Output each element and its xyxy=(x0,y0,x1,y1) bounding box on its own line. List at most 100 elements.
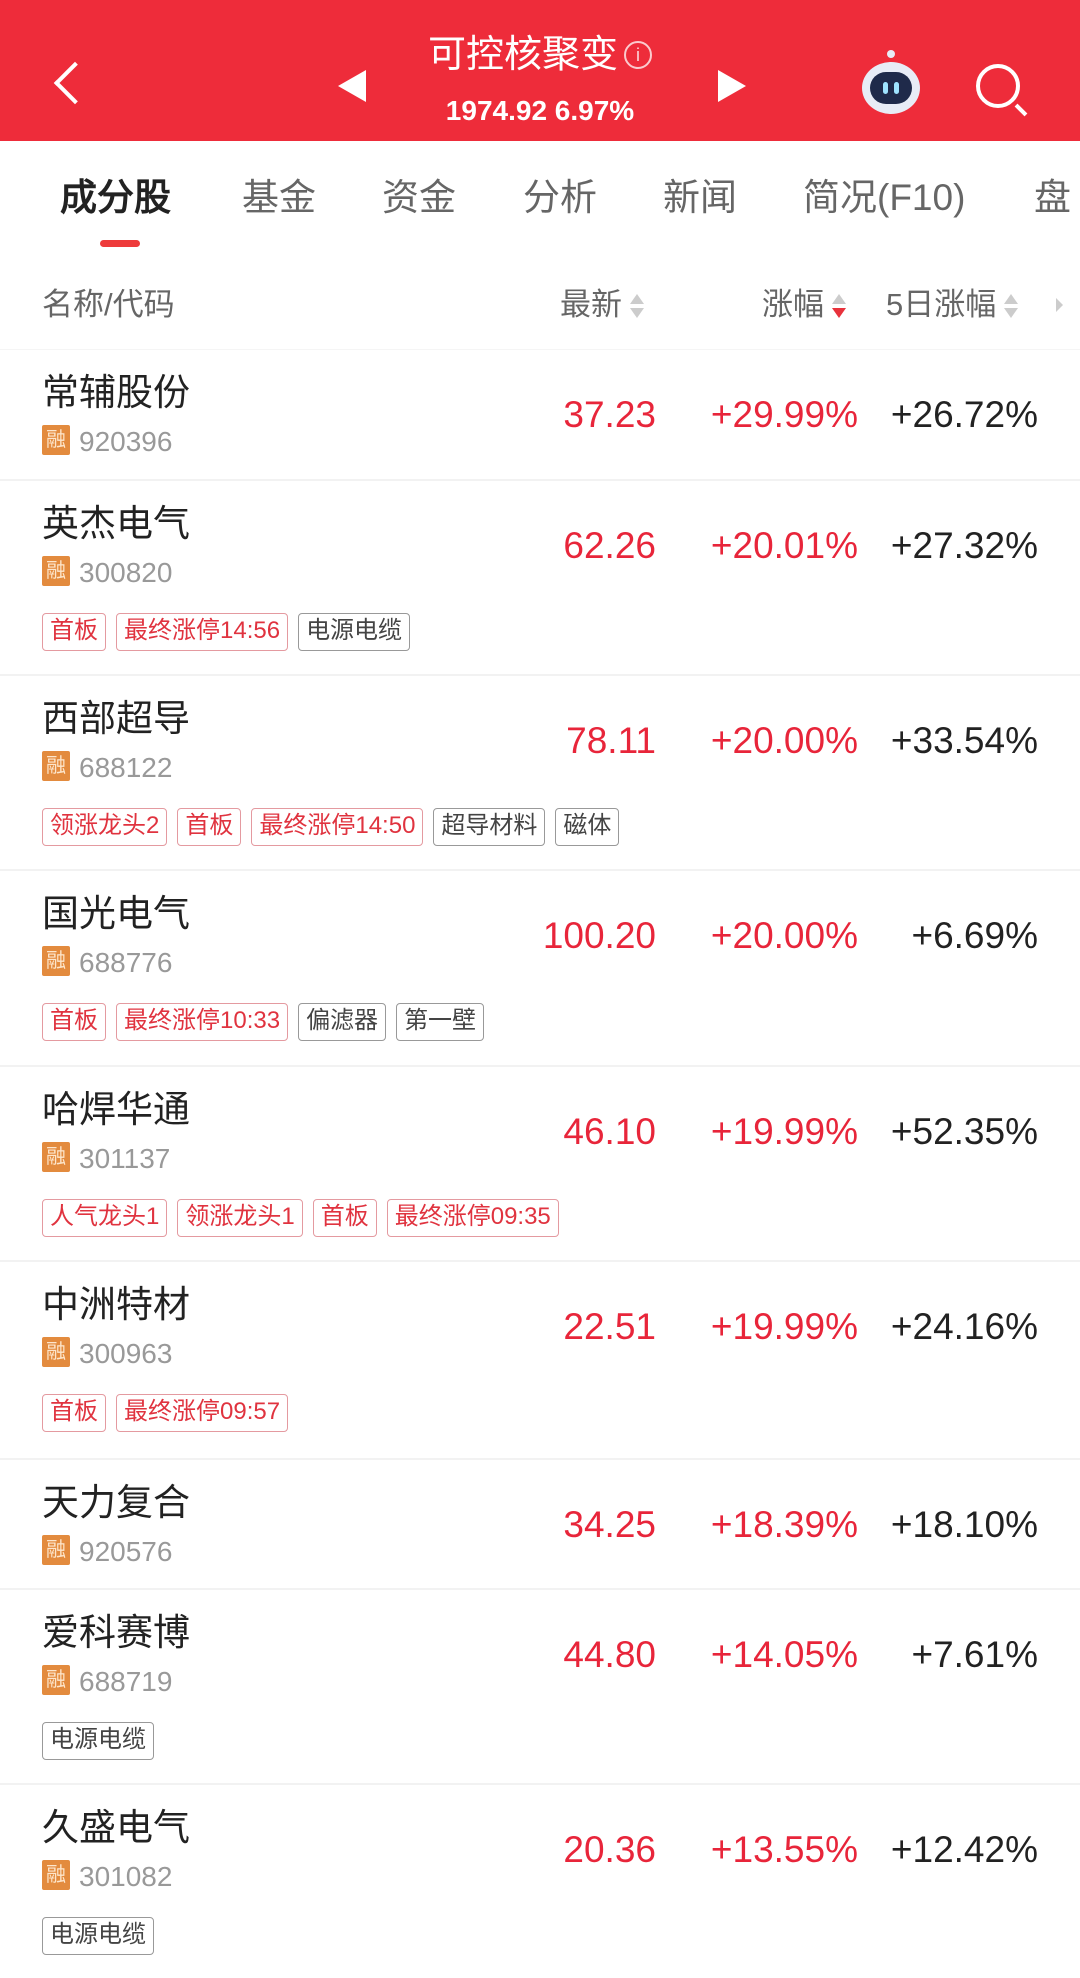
change-pct: +19.99% xyxy=(710,1111,858,1152)
stock-code-line: 融 688122 xyxy=(42,751,172,785)
table-row[interactable]: 国光电气 融 688776 100.20 +20.00% +6.69% 首板 最终涨停… xyxy=(0,869,1080,1065)
col-change5d-sort[interactable]: 5日涨幅 xyxy=(886,280,1019,330)
tab-capital[interactable]: 资金 xyxy=(382,177,456,218)
stock-tag[interactable]: 领涨龙头1 xyxy=(177,1199,303,1237)
margin-badge: 融 xyxy=(42,1860,70,1890)
col-change-sort[interactable]: 涨幅 xyxy=(762,280,846,330)
latest-price: 100.20 xyxy=(542,915,656,956)
table-row[interactable]: 爱科赛博 融 688719 44.80 +14.05% +7.61% 电源电缆 xyxy=(0,1588,1080,1783)
stock-code: 300820 xyxy=(79,557,173,588)
table-row[interactable]: 英杰电气 融 300820 62.26 +20.01% +27.32% 首板 最终涨停… xyxy=(0,479,1080,674)
stock-tag[interactable]: 最终涨停14:50 xyxy=(251,808,424,846)
tab-analysis[interactable]: 分析 xyxy=(523,177,597,218)
stock-code-line: 融 920576 xyxy=(42,1535,172,1569)
change-pct: +29.99% xyxy=(710,394,858,435)
stock-tag[interactable]: 磁体 xyxy=(555,808,620,846)
tag-list: 首板 最终涨停14:56 电源电缆 xyxy=(42,613,411,651)
column-header: 名称/代码 最新 涨幅 5日涨幅 xyxy=(0,280,1080,330)
table-row[interactable]: 中洲特材 融 300963 22.51 +19.99% +24.16% 首板 最终涨停… xyxy=(0,1260,1080,1458)
sort-desc-icon xyxy=(832,292,846,322)
col-change5d: 5日涨幅 xyxy=(886,287,997,322)
table-row[interactable]: 常辅股份 融 920396 37.23 +29.99% +26.72% xyxy=(0,349,1080,479)
latest-price: 37.23 xyxy=(563,394,656,435)
col-price-sort[interactable]: 最新 xyxy=(560,280,644,330)
stock-name: 哈焊华通 xyxy=(42,1089,190,1130)
stock-tag[interactable]: 首板 xyxy=(42,1394,106,1432)
change-5d-pct: +6.69% xyxy=(911,915,1038,956)
stock-tag[interactable]: 首板 xyxy=(42,1003,106,1041)
stock-tag[interactable]: 第一壁 xyxy=(396,1003,485,1041)
stock-tag[interactable]: 首板 xyxy=(177,808,242,846)
margin-badge: 融 xyxy=(42,1142,70,1172)
tag-list: 电源电缆 xyxy=(42,1917,154,1955)
stock-tag[interactable]: 最终涨停14:56 xyxy=(116,613,289,651)
table-row[interactable]: 久盛电气 融 301082 20.36 +13.55% +12.42% 电源电缆 xyxy=(0,1783,1080,1978)
index-value: 1974.92 xyxy=(445,95,548,126)
stock-tag[interactable]: 最终涨停10:33 xyxy=(116,1003,289,1041)
latest-price: 78.11 xyxy=(566,720,656,761)
table-row[interactable]: 哈焊华通 融 301137 46.10 +19.99% +52.35% 人气龙头1 领… xyxy=(0,1065,1080,1260)
stock-tag[interactable]: 超导材料 xyxy=(433,808,546,846)
info-icon[interactable]: i xyxy=(624,41,652,69)
previous-sector-icon[interactable] xyxy=(338,70,366,102)
sort-icon xyxy=(1004,292,1019,322)
stock-code-line: 融 688719 xyxy=(42,1665,172,1699)
stock-code: 920576 xyxy=(79,1536,173,1567)
search-icon[interactable] xyxy=(976,64,1020,108)
tab-f10[interactable]: 简况(F10) xyxy=(803,177,966,218)
stock-name: 中洲特材 xyxy=(42,1284,190,1325)
stock-tag[interactable]: 首板 xyxy=(42,613,106,651)
robot-assistant-icon[interactable] xyxy=(862,50,920,114)
tag-list: 首板 最终涨停10:33 偏滤器 第一壁 xyxy=(42,1003,485,1041)
margin-badge: 融 xyxy=(42,1535,70,1565)
stock-code: 688122 xyxy=(79,752,173,783)
margin-badge: 融 xyxy=(42,1665,70,1695)
change-pct: +20.00% xyxy=(710,915,858,956)
tab-constituents[interactable]: 成分股 xyxy=(60,177,171,218)
stock-code: 300963 xyxy=(79,1338,173,1369)
stock-tag[interactable]: 偏滤器 xyxy=(298,1003,387,1041)
stock-tag[interactable]: 首板 xyxy=(312,1199,377,1237)
change-5d-pct: +18.10% xyxy=(890,1504,1038,1545)
latest-price: 22.51 xyxy=(563,1306,656,1347)
stock-code-line: 融 300820 xyxy=(42,556,172,590)
stock-code: 688719 xyxy=(79,1666,173,1697)
change-pct: +14.05% xyxy=(710,1634,858,1675)
stock-name: 常辅股份 xyxy=(42,372,190,413)
stock-code: 920396 xyxy=(79,426,173,457)
sort-icon xyxy=(630,292,644,322)
stock-tag[interactable]: 电源电缆 xyxy=(42,1722,154,1760)
stock-code-line: 融 688776 xyxy=(42,946,172,980)
change-pct: +19.99% xyxy=(710,1306,858,1347)
next-sector-icon[interactable] xyxy=(718,70,746,102)
stock-tag[interactable]: 最终涨停09:35 xyxy=(386,1199,559,1237)
stock-tag[interactable]: 最终涨停09:57 xyxy=(116,1394,289,1432)
scroll-right-icon[interactable] xyxy=(1056,298,1063,312)
stock-code-line: 融 301137 xyxy=(42,1142,170,1176)
stock-tag[interactable]: 人气龙头1 xyxy=(42,1199,168,1237)
stock-name: 久盛电气 xyxy=(42,1807,190,1848)
stock-name: 天力复合 xyxy=(42,1482,190,1523)
change-5d-pct: +52.35% xyxy=(890,1111,1038,1152)
tab-news[interactable]: 新闻 xyxy=(663,177,737,218)
active-tab-indicator xyxy=(100,240,140,247)
tag-list: 首板 最终涨停09:57 xyxy=(42,1394,289,1432)
change-pct: +13.55% xyxy=(710,1829,858,1870)
table-row[interactable]: 西部超导 融 688122 78.11 +20.00% +33.54% 领涨龙头2 首… xyxy=(0,674,1080,869)
sector-title: 可控核聚变 i xyxy=(0,32,1080,78)
stock-tag[interactable]: 领涨龙头2 xyxy=(42,808,168,846)
tag-list: 人气龙头1 领涨龙头1 首板 最终涨停09:35 xyxy=(42,1199,559,1237)
change-5d-pct: +12.42% xyxy=(890,1829,1038,1870)
tab-more[interactable]: 盘 xyxy=(1034,177,1071,218)
tab-funds[interactable]: 基金 xyxy=(242,177,316,218)
stock-code: 301137 xyxy=(79,1143,171,1174)
stock-tag[interactable]: 电源电缆 xyxy=(298,613,411,651)
stock-name: 英杰电气 xyxy=(42,503,190,544)
stock-tag[interactable]: 电源电缆 xyxy=(42,1917,154,1955)
table-row[interactable]: 天力复合 融 920576 34.25 +18.39% +18.10% xyxy=(0,1458,1080,1588)
latest-price: 20.36 xyxy=(563,1829,656,1870)
sector-quote: 1974.92 6.97% xyxy=(0,94,1080,128)
change-5d-pct: +26.72% xyxy=(890,394,1038,435)
margin-badge: 融 xyxy=(42,946,70,976)
index-change: 6.97% xyxy=(554,95,635,126)
